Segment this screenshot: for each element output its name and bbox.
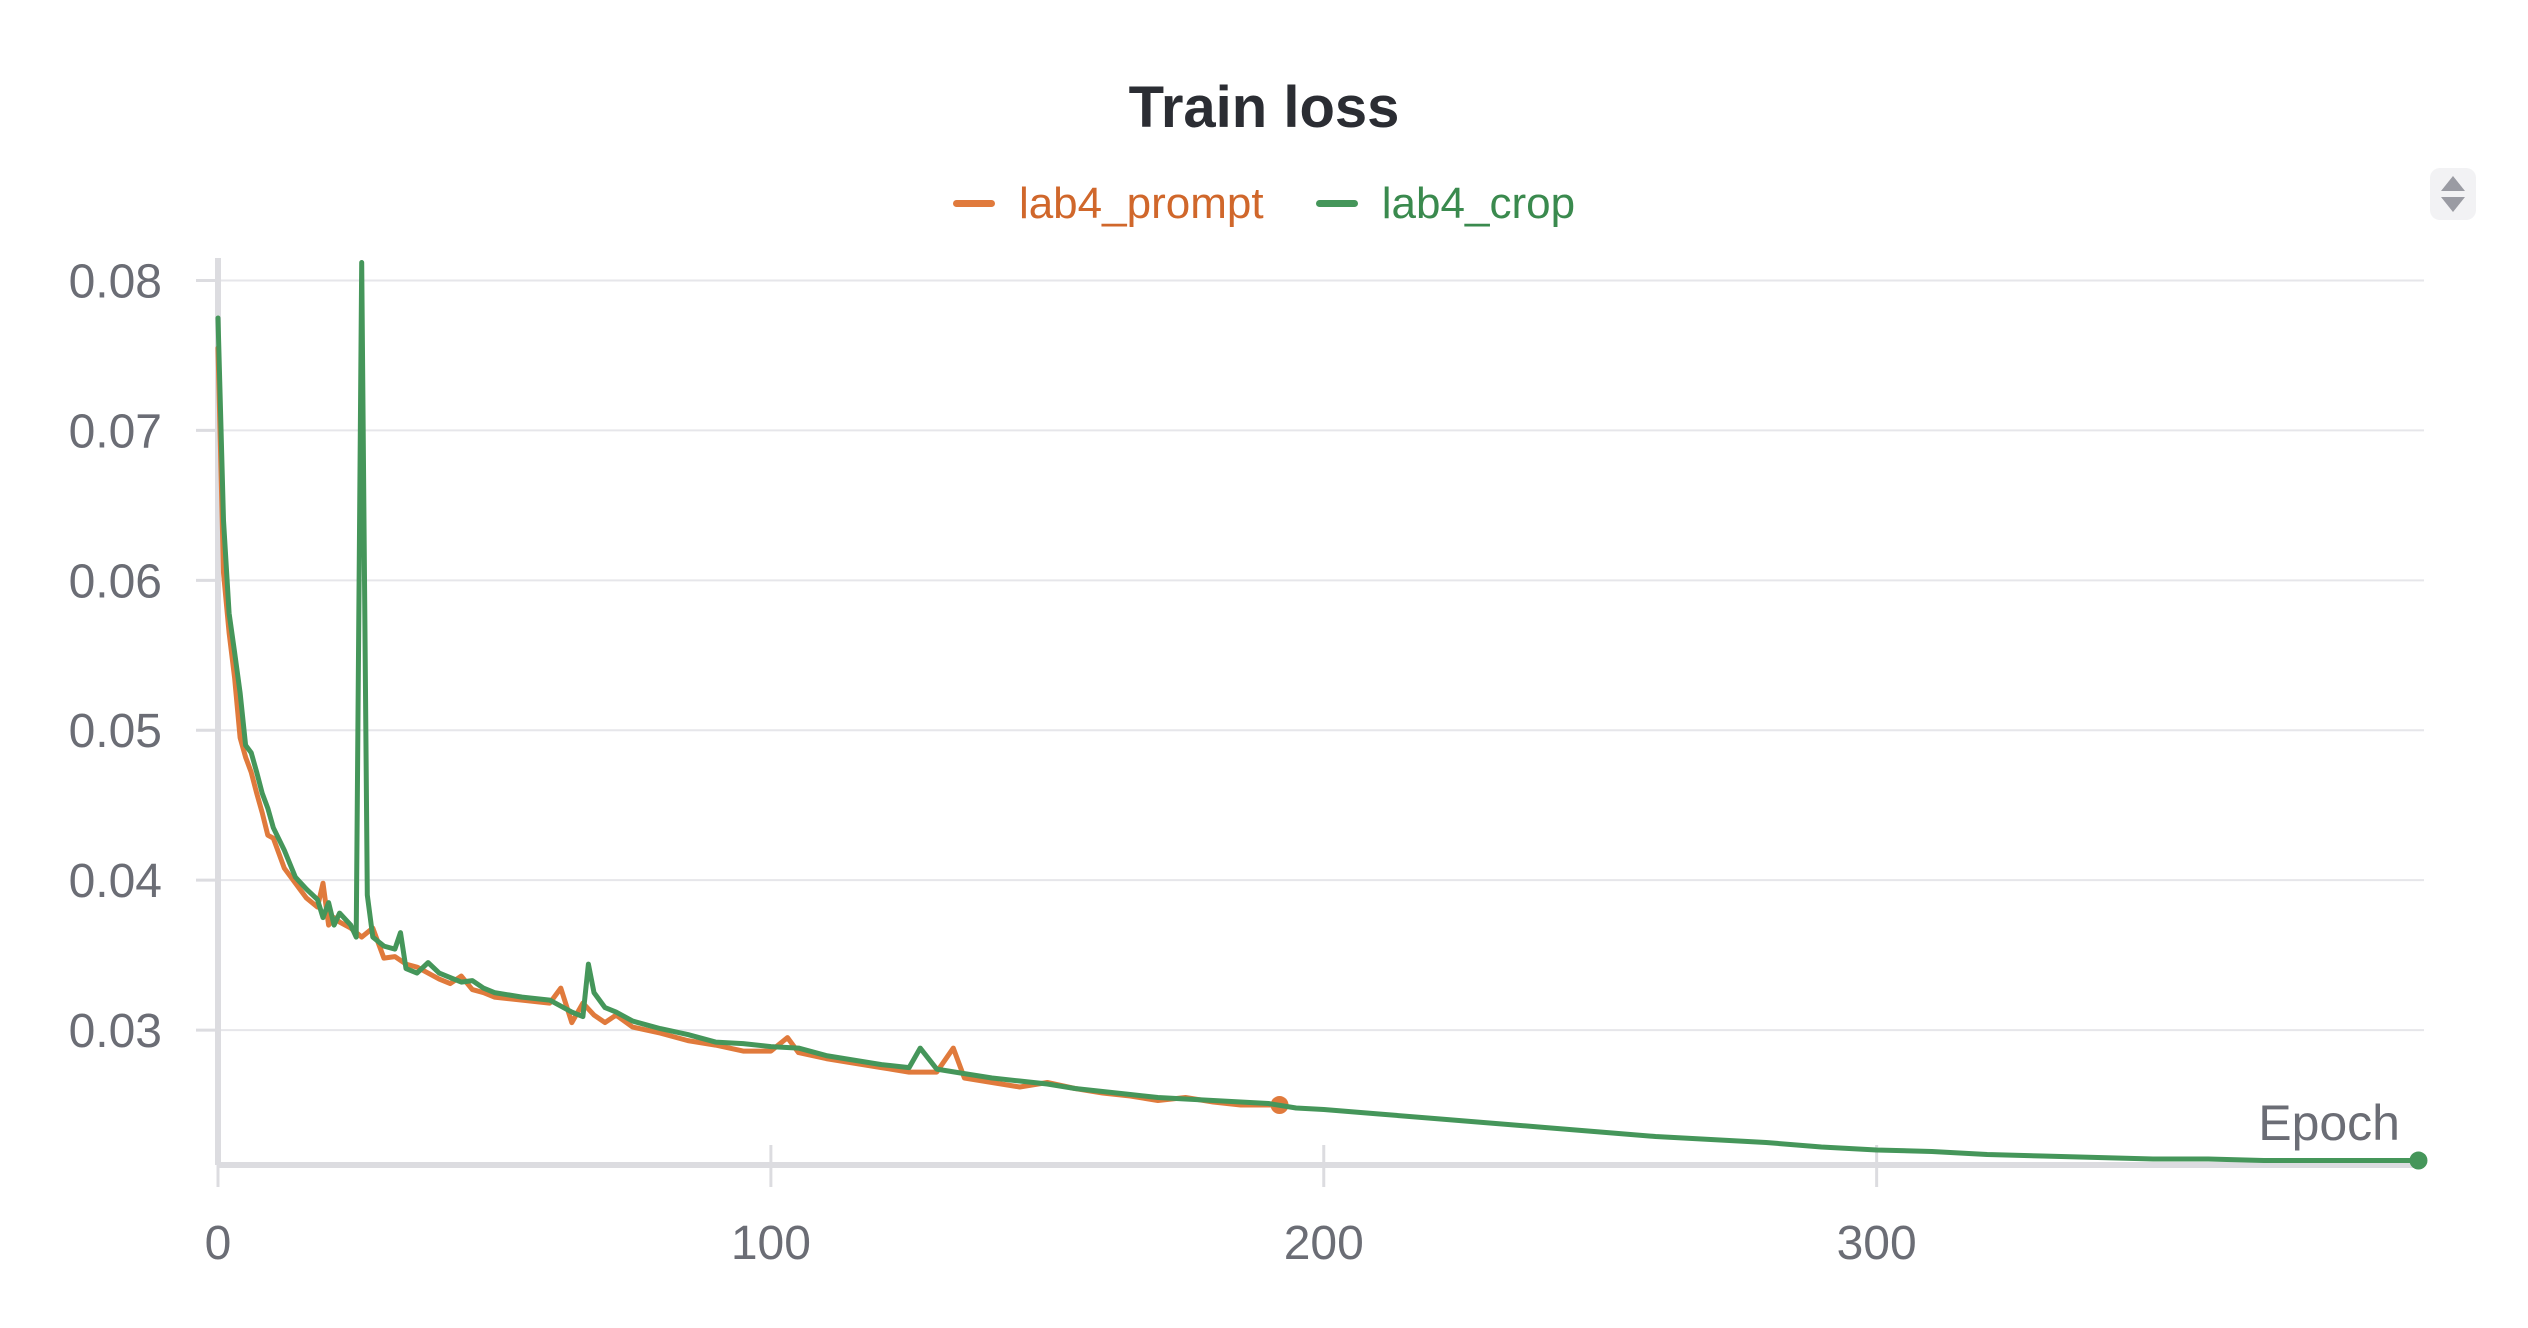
chart-title: Train loss xyxy=(1128,75,1400,140)
axes-layer: 0.08 0.07 0.06 0.05 0.04 0.03 0 100 200 300 xyxy=(69,255,2424,1270)
x-axis-label: Epoch xyxy=(2258,1095,2400,1151)
x-tick-label: 200 xyxy=(1284,1217,1364,1270)
legend-item-lab4-crop[interactable]: lab4_crop xyxy=(1315,178,1576,229)
y-tick-label: 0.03 xyxy=(69,1005,162,1058)
series-end-marker-lab4-crop xyxy=(2409,1151,2428,1170)
series-layer xyxy=(215,260,2428,1170)
y-tick-label: 0.06 xyxy=(69,555,162,608)
chart-legend: lab4_prompt lab4_crop xyxy=(0,168,2528,229)
series-line-lab4-prompt xyxy=(215,345,1282,1108)
y-tick-label: 0.08 xyxy=(69,255,162,308)
legend-swatch-lab4-crop xyxy=(1315,200,1358,207)
scroll-down-icon[interactable] xyxy=(2441,197,2465,212)
x-tick-label: 100 xyxy=(731,1217,811,1270)
y-tick-label: 0.04 xyxy=(69,855,162,908)
y-tick-label: 0.05 xyxy=(69,705,162,758)
legend-swatch-lab4-prompt xyxy=(952,200,995,207)
legend-item-lab4-prompt[interactable]: lab4_prompt xyxy=(952,178,1264,229)
x-tick-label: 0 xyxy=(205,1217,232,1270)
grid-layer xyxy=(218,279,2424,1032)
legend-label-lab4-crop: lab4_crop xyxy=(1381,178,1576,228)
y-tick-label: 0.07 xyxy=(69,405,162,458)
series-line-lab4-crop xyxy=(215,260,2421,1163)
x-tick-label: 300 xyxy=(1837,1217,1917,1270)
legend-label-lab4-prompt: lab4_prompt xyxy=(1018,178,1264,228)
scroll-up-icon[interactable] xyxy=(2441,176,2465,191)
legend-scroll-control[interactable] xyxy=(2430,168,2476,220)
